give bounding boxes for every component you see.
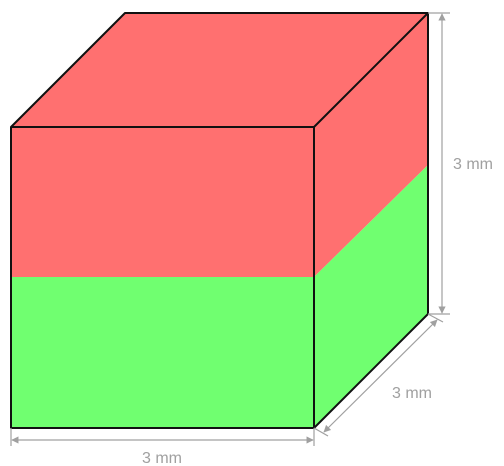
front-face-bottom-half — [11, 277, 314, 428]
depth-extension-front — [313, 427, 329, 437]
height-dimension-label: 3 mm — [453, 156, 493, 173]
depth-dimension-arrow — [323, 319, 438, 433]
dimension-lines — [10, 12, 450, 446]
top-face — [11, 13, 428, 127]
front-face-top-half — [11, 127, 314, 277]
width-dimension-label: 3 mm — [142, 450, 182, 466]
depth-dimension-label: 3 mm — [392, 385, 432, 402]
right-face-top-half — [314, 13, 428, 277]
depth-extension-back — [427, 313, 444, 323]
front-face-outline — [10, 126, 315, 429]
top-back-edges — [10, 12, 429, 128]
front-face — [11, 127, 314, 428]
